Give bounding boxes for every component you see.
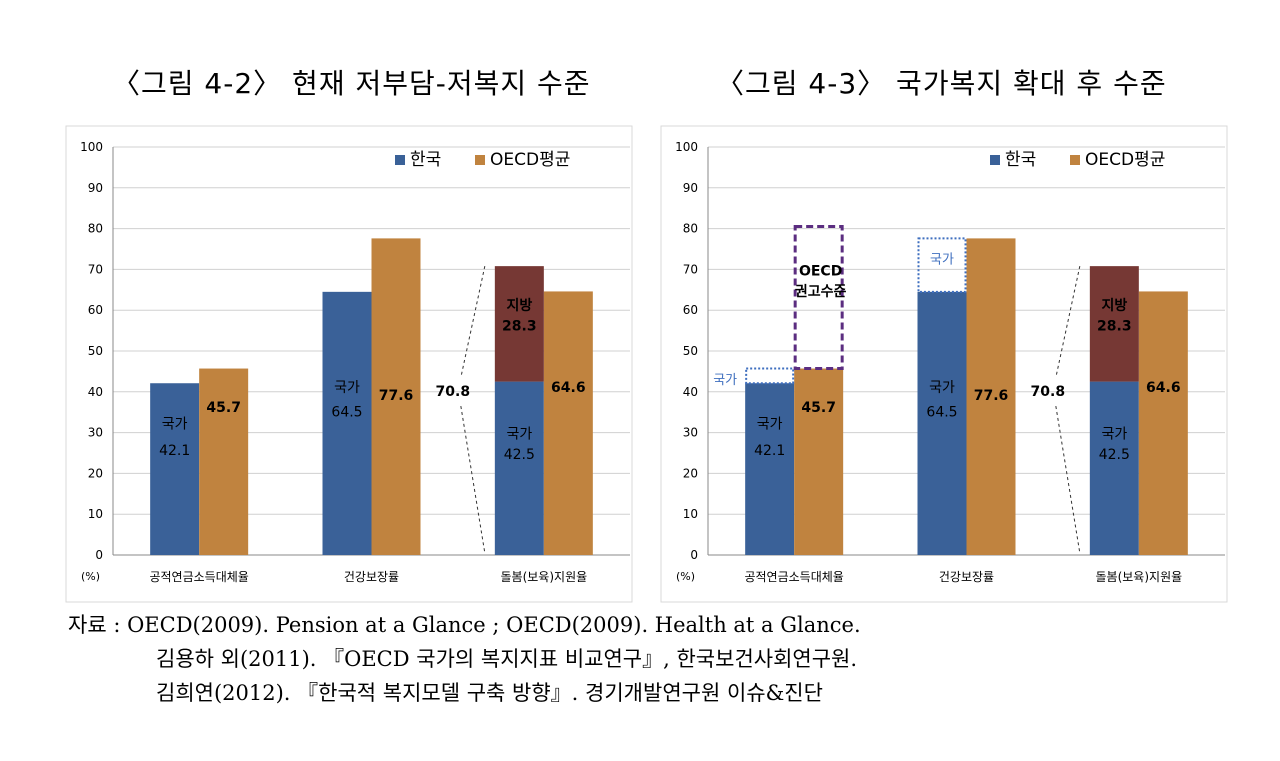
oecd-bar-value: 64.6 [1146, 380, 1181, 396]
recommendation-label: OECD [799, 264, 842, 280]
category-label: 건강보장률 [344, 570, 399, 584]
y-tick-label: 50 [88, 344, 103, 358]
chart-current-level: 0 10 20 30 40 50 60 70 80 90 100 (%) 공적연금소득대체율 국가 42.1… [65, 125, 633, 603]
total-bracket-bottom [1055, 405, 1081, 554]
local-stack-bar [494, 266, 544, 382]
legend-label-oecd: OECD평균 [490, 150, 570, 170]
local-stack-value: 28.3 [502, 319, 537, 335]
korea-bar-value: 42.1 [754, 443, 785, 459]
korea-bar-value: 42.5 [1099, 447, 1130, 463]
korea-bar-label: 국가 [334, 380, 360, 396]
legend-swatch-korea [990, 155, 1000, 165]
total-bracket-bottom [460, 405, 486, 554]
y-tick-label: 20 [88, 466, 103, 480]
y-tick-label: 40 [683, 385, 698, 399]
korea-bar-label: 국가 [162, 417, 188, 433]
korea-bar-label: 국가 [757, 417, 783, 433]
source-line-2: 김용하 외(2011). 『OECD 국가의 복지지표 비교연구』, 한국보건사… [156, 647, 858, 671]
source-prefix: 자료 : [68, 613, 128, 637]
expansion-box-label: 국가 [713, 373, 737, 388]
korea-bar [494, 381, 544, 555]
y-tick-label: 70 [88, 262, 103, 276]
y-tick-label: 80 [683, 222, 698, 236]
source-line-3: 김희연(2012). 『한국적 복지모델 구축 방향』. 경기개발연구원 이슈&… [156, 681, 823, 705]
unit-label: (%) [676, 570, 695, 583]
recommendation-label: 권고수준 [795, 284, 847, 300]
y-tick-label: 70 [683, 262, 698, 276]
total-label: 70.8 [1031, 384, 1066, 400]
y-tick-label: 80 [88, 222, 103, 236]
y-tick-label: 100 [80, 140, 103, 154]
y-tick-label: 30 [683, 426, 698, 440]
y-tick-label: 10 [683, 507, 698, 521]
y-tick-label: 100 [675, 140, 698, 154]
y-tick-label: 0 [690, 548, 698, 562]
category-label: 돌봄(보육)지원율 [1096, 570, 1183, 584]
legend-label-oecd: OECD평균 [1085, 150, 1165, 170]
figure-title-left: 〈그림 4-2〉 현재 저부담-저복지 수준 [112, 67, 591, 100]
oecd-bar-value: 45.7 [206, 400, 241, 416]
oecd-bar [794, 368, 844, 555]
local-stack-bar [1089, 266, 1139, 382]
total-bracket-top [460, 266, 486, 378]
oecd-bar [199, 368, 249, 555]
y-tick-label: 10 [88, 507, 103, 521]
korea-bar-value: 64.5 [331, 404, 362, 420]
oecd-bar-value: 64.6 [551, 380, 586, 396]
local-stack-value: 28.3 [1097, 319, 1132, 335]
oecd-bar [543, 291, 593, 555]
korea-bar-label: 국가 [506, 427, 532, 443]
legend-swatch-oecd [475, 155, 485, 165]
oecd-bar-value: 77.6 [974, 388, 1009, 404]
y-tick-label: 40 [88, 385, 103, 399]
expansion-box [917, 237, 967, 293]
figure-title-right: 〈그림 4-3〉 국가복지 확대 후 수준 [716, 67, 1167, 100]
oecd-bar-value: 45.7 [801, 400, 836, 416]
oecd-bar-value: 77.6 [379, 388, 414, 404]
korea-bar [150, 383, 200, 555]
local-stack-label: 지방 [1101, 297, 1127, 314]
total-bracket-top [1055, 266, 1081, 378]
chart-expanded-level: 0 10 20 30 40 50 60 70 80 90 100 (%) 공적연금소득대체율 국가 42.1… [660, 125, 1228, 603]
legend-swatch-oecd [1070, 155, 1080, 165]
source-note: 자료 : OECD(2009). Pension at a Glance ; O… [68, 608, 861, 710]
legend-label-korea: 한국 [410, 150, 441, 170]
korea-bar [322, 291, 372, 555]
y-tick-label: 60 [683, 303, 698, 317]
y-tick-label: 60 [88, 303, 103, 317]
category-label: 돌봄(보육)지원율 [501, 570, 588, 584]
y-tick-label: 90 [683, 181, 698, 195]
local-stack-label: 지방 [506, 297, 532, 314]
korea-bar-value: 42.5 [504, 447, 535, 463]
korea-bar-value: 64.5 [926, 404, 957, 420]
y-tick-label: 20 [683, 466, 698, 480]
oecd-bar [966, 238, 1016, 555]
oecd-bar [371, 238, 421, 555]
unit-label: (%) [81, 570, 100, 583]
category-label: 건강보장률 [939, 570, 994, 584]
legend-label-korea: 한국 [1005, 150, 1036, 170]
korea-bar [745, 383, 795, 555]
category-label: 공적연금소득대체율 [149, 570, 248, 584]
korea-bar [1089, 381, 1139, 555]
legend-swatch-korea [395, 155, 405, 165]
korea-bar-label: 국가 [929, 380, 955, 396]
oecd-bar [1138, 291, 1188, 555]
korea-bar-value: 42.1 [159, 443, 190, 459]
recommendation-box [793, 225, 844, 371]
korea-bar [917, 291, 967, 555]
y-tick-label: 30 [88, 426, 103, 440]
y-tick-label: 90 [88, 181, 103, 195]
korea-bar-label: 국가 [1101, 427, 1127, 443]
category-label: 공적연금소득대체율 [744, 570, 843, 584]
expansion-box [745, 367, 795, 385]
source-line-1: OECD(2009). Pension at a Glance ; OECD(2… [127, 613, 861, 637]
total-label: 70.8 [436, 384, 471, 400]
expansion-box-label: 국가 [930, 252, 954, 267]
y-tick-label: 0 [95, 548, 103, 562]
y-tick-label: 50 [683, 344, 698, 358]
